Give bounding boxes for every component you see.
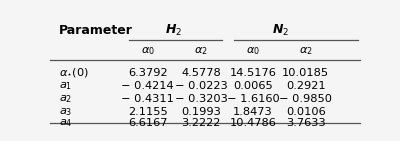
Text: 6.3792: 6.3792: [128, 68, 168, 78]
Text: − 0.3203: − 0.3203: [174, 94, 228, 104]
Text: N$_2$: N$_2$: [272, 23, 290, 38]
Text: 14.5176: 14.5176: [230, 68, 276, 78]
Text: 1.8473: 1.8473: [233, 107, 273, 117]
Text: 3.2222: 3.2222: [181, 118, 221, 128]
Text: 0.0106: 0.0106: [286, 107, 326, 117]
Text: 3.7633: 3.7633: [286, 118, 326, 128]
Text: − 1.6160: − 1.6160: [227, 94, 280, 104]
Text: − 0.4214: − 0.4214: [121, 81, 174, 91]
Text: Parameter: Parameter: [59, 24, 133, 37]
Text: $a_1$: $a_1$: [59, 80, 72, 92]
Text: 10.4786: 10.4786: [230, 118, 276, 128]
Text: 2.1155: 2.1155: [128, 107, 168, 117]
Text: $\alpha_2$: $\alpha_2$: [299, 45, 313, 57]
Text: 10.0185: 10.0185: [282, 68, 329, 78]
Text: H$_2$: H$_2$: [166, 23, 182, 38]
Text: $\alpha_0$: $\alpha_0$: [141, 45, 155, 57]
Text: 6.6167: 6.6167: [128, 118, 168, 128]
Text: $a_4$: $a_4$: [59, 117, 73, 129]
Text: − 0.4311: − 0.4311: [121, 94, 174, 104]
Text: $a_3$: $a_3$: [59, 106, 73, 118]
Text: $\alpha_2$: $\alpha_2$: [194, 45, 208, 57]
Text: 4.5778: 4.5778: [181, 68, 221, 78]
Text: 0.1993: 0.1993: [181, 107, 221, 117]
Text: − 0.9850: − 0.9850: [279, 94, 332, 104]
Text: $\alpha_0$: $\alpha_0$: [246, 45, 260, 57]
Text: $\alpha_{\star}(0)$: $\alpha_{\star}(0)$: [59, 66, 89, 79]
Text: 0.2921: 0.2921: [286, 81, 326, 91]
Text: − 0.0223: − 0.0223: [174, 81, 227, 91]
Text: $a_2$: $a_2$: [59, 93, 72, 105]
Text: 0.0065: 0.0065: [233, 81, 273, 91]
